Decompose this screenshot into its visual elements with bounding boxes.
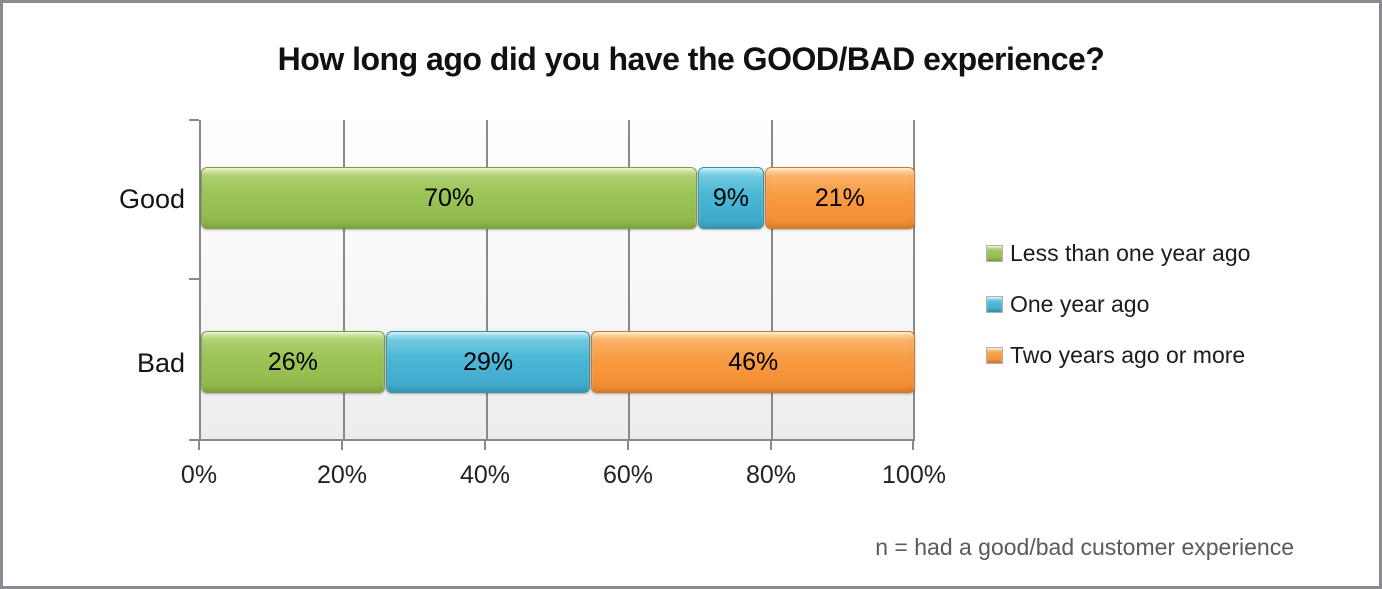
x-axis-tick xyxy=(198,441,200,450)
x-axis-label-100: 100% xyxy=(882,461,946,489)
bar-segment-bad-less-than-one-year: 26% xyxy=(201,331,385,393)
gridline-40 xyxy=(485,120,488,439)
x-axis-tick xyxy=(484,441,486,450)
bar-segment-good-one-year: 9% xyxy=(698,167,764,229)
legend-label: Less than one year ago xyxy=(1010,240,1251,266)
legend-item-two-years-or-more: Two years ago or more xyxy=(986,342,1250,369)
bar-segment-good-less-than-one-year: 70% xyxy=(201,167,698,229)
gridline-20 xyxy=(342,120,345,439)
x-axis-label-0: 0% xyxy=(180,461,218,489)
data-label: 9% xyxy=(712,183,750,212)
category-label-bad: Bad xyxy=(136,348,185,378)
data-label: 26% xyxy=(267,347,318,376)
legend-item-less-than-one-year: Less than one year ago xyxy=(986,240,1250,267)
data-label: 46% xyxy=(728,347,779,376)
bar-segment-bad-two-years-or-more: 46% xyxy=(591,331,916,393)
legend-marker-blue-icon xyxy=(986,296,1003,313)
legend-marker-green-icon xyxy=(986,245,1003,262)
sample-note: n = had a good/bad customer experience xyxy=(875,534,1294,560)
bar-bad: 26% 29% 46% xyxy=(201,331,916,393)
data-label: 29% xyxy=(463,347,514,376)
bar-segment-bad-one-year: 29% xyxy=(385,331,591,393)
legend-label: One year ago xyxy=(1010,291,1150,317)
chart-title: How long ago did you have the GOOD/BAD e… xyxy=(277,41,1105,77)
legend-label: Two years ago or more xyxy=(1010,342,1246,368)
x-axis-tick xyxy=(912,441,914,450)
x-axis-label-80: 80% xyxy=(745,461,797,489)
gridline-100 xyxy=(913,120,915,439)
x-axis-label-20: 20% xyxy=(316,461,368,489)
y-axis-tick xyxy=(189,278,199,280)
legend: Less than one year ago One year ago Two … xyxy=(986,240,1250,369)
y-axis-tick xyxy=(189,119,199,121)
data-label: 21% xyxy=(814,183,865,212)
gridline-80 xyxy=(771,120,774,439)
bar-segment-good-two-years-or-more: 21% xyxy=(764,167,916,229)
x-axis-tick xyxy=(770,441,772,450)
legend-marker-orange-icon xyxy=(986,347,1003,364)
legend-item-one-year: One year ago xyxy=(986,291,1250,318)
x-axis-label-40: 40% xyxy=(459,461,511,489)
x-axis-tick xyxy=(341,441,343,450)
plot-area: 70% 9% 21% 26% 29% 46% xyxy=(199,120,916,441)
x-axis-label-60: 60% xyxy=(602,461,654,489)
bar-good: 70% 9% 21% xyxy=(201,167,916,229)
gridline-60 xyxy=(628,120,631,439)
data-label: 70% xyxy=(424,183,475,212)
x-axis-tick xyxy=(627,441,629,450)
category-label-good: Good xyxy=(118,184,185,214)
y-axis-tick xyxy=(189,439,199,441)
